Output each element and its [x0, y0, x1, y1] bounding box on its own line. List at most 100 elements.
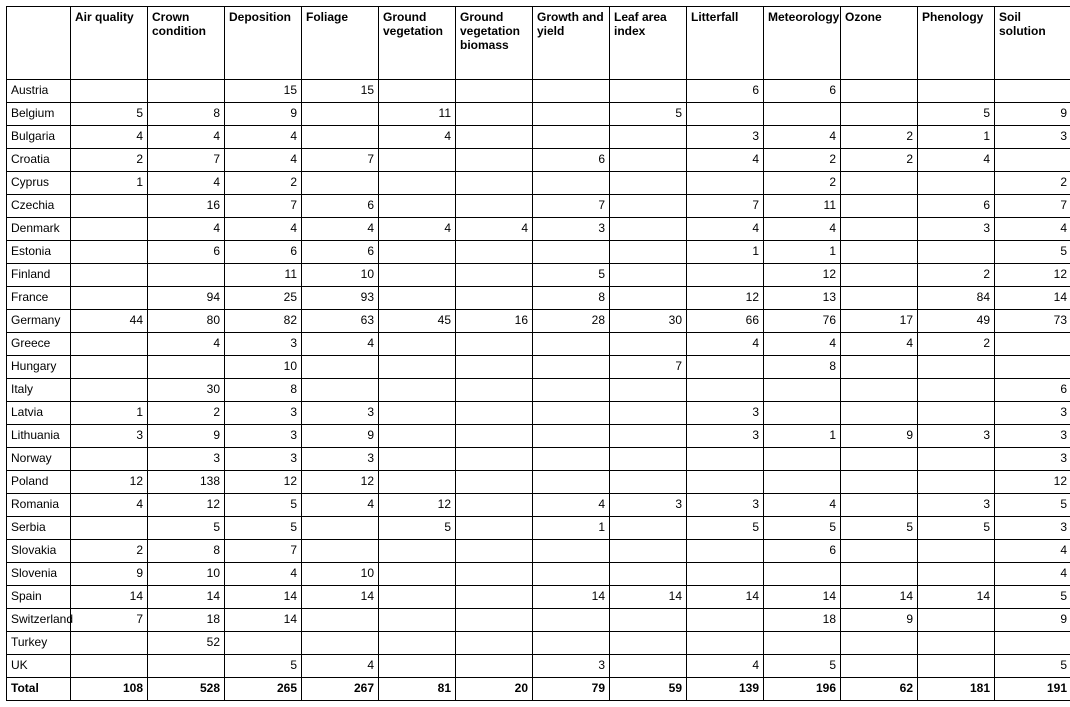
col-header: Soil solution [995, 7, 1070, 80]
cell: 8 [148, 103, 225, 126]
cell [610, 425, 687, 448]
cell: 11 [764, 195, 841, 218]
cell [379, 356, 456, 379]
cell: 5 [995, 494, 1070, 517]
cell: 4 [302, 655, 379, 678]
table-row: Serbia555155553 [7, 517, 1070, 540]
cell [610, 471, 687, 494]
cell: 6 [764, 80, 841, 103]
cell [379, 632, 456, 655]
cell [610, 149, 687, 172]
cell [533, 172, 610, 195]
cell [764, 448, 841, 471]
row-label: Italy [7, 379, 71, 402]
cell [687, 356, 764, 379]
row-label: Greece [7, 333, 71, 356]
cell: 2 [841, 149, 918, 172]
cell [610, 218, 687, 241]
cell [687, 540, 764, 563]
cell: 4 [225, 563, 302, 586]
row-label: Romania [7, 494, 71, 517]
cell: 12 [302, 471, 379, 494]
cell: 49 [918, 310, 995, 333]
cell [456, 103, 533, 126]
table-row: Belgium58911559 [7, 103, 1070, 126]
cell: 14 [148, 586, 225, 609]
cell: 2 [71, 149, 148, 172]
cell [302, 356, 379, 379]
cell [610, 448, 687, 471]
cell [610, 540, 687, 563]
cell: 4 [148, 126, 225, 149]
cell [841, 379, 918, 402]
cell: 2 [148, 402, 225, 425]
cell: 1 [687, 241, 764, 264]
cell: 4 [302, 333, 379, 356]
cell: 1 [764, 241, 841, 264]
cell: 3 [995, 425, 1070, 448]
cell: 14 [533, 586, 610, 609]
row-label: Cyprus [7, 172, 71, 195]
cell: 7 [610, 356, 687, 379]
cell: 16 [456, 310, 533, 333]
cell [918, 356, 995, 379]
cell [456, 126, 533, 149]
cell: 14 [610, 586, 687, 609]
cell: 4 [687, 655, 764, 678]
header-row: Air quality Crown condition Deposition F… [7, 7, 1070, 80]
cell [456, 333, 533, 356]
cell [610, 655, 687, 678]
cell: 3 [918, 425, 995, 448]
cell: 108 [71, 678, 148, 701]
cell: 44 [71, 310, 148, 333]
cell: 4 [456, 218, 533, 241]
cell: 79 [533, 678, 610, 701]
cell: 20 [456, 678, 533, 701]
cell: 5 [225, 494, 302, 517]
cell: 3 [610, 494, 687, 517]
cell [841, 172, 918, 195]
cell [71, 632, 148, 655]
cell [533, 379, 610, 402]
cell [148, 356, 225, 379]
cell: 12 [148, 494, 225, 517]
cell: 4 [225, 149, 302, 172]
col-header: Leaf area index [610, 7, 687, 80]
cell [456, 448, 533, 471]
cell [456, 563, 533, 586]
cell [148, 264, 225, 287]
table-row: Latvia123333 [7, 402, 1070, 425]
cell: 14 [995, 287, 1070, 310]
table-row: Cyprus14222 [7, 172, 1070, 195]
cell [764, 471, 841, 494]
cell [379, 287, 456, 310]
row-label: UK [7, 655, 71, 678]
table-row: Finland1110512212 [7, 264, 1070, 287]
cell: 6 [918, 195, 995, 218]
cell: 4 [995, 218, 1070, 241]
cell [995, 80, 1070, 103]
cell: 15 [302, 80, 379, 103]
cell: 3 [687, 425, 764, 448]
cell: 4 [764, 333, 841, 356]
cell [456, 241, 533, 264]
cell: 4 [225, 218, 302, 241]
cell: 5 [225, 655, 302, 678]
cell: 3 [995, 126, 1070, 149]
cell: 1 [533, 517, 610, 540]
cell: 7 [225, 540, 302, 563]
cell [533, 103, 610, 126]
cell: 10 [148, 563, 225, 586]
cell: 181 [918, 678, 995, 701]
cell [610, 80, 687, 103]
cell [456, 494, 533, 517]
cell: 12 [225, 471, 302, 494]
cell [456, 356, 533, 379]
cell: 12 [379, 494, 456, 517]
cell [918, 448, 995, 471]
col-header: Ozone [841, 7, 918, 80]
cell: 82 [225, 310, 302, 333]
col-header: Phenology [918, 7, 995, 80]
table-row: Spain141414141414141414145 [7, 586, 1070, 609]
table-row: France942593812138414 [7, 287, 1070, 310]
